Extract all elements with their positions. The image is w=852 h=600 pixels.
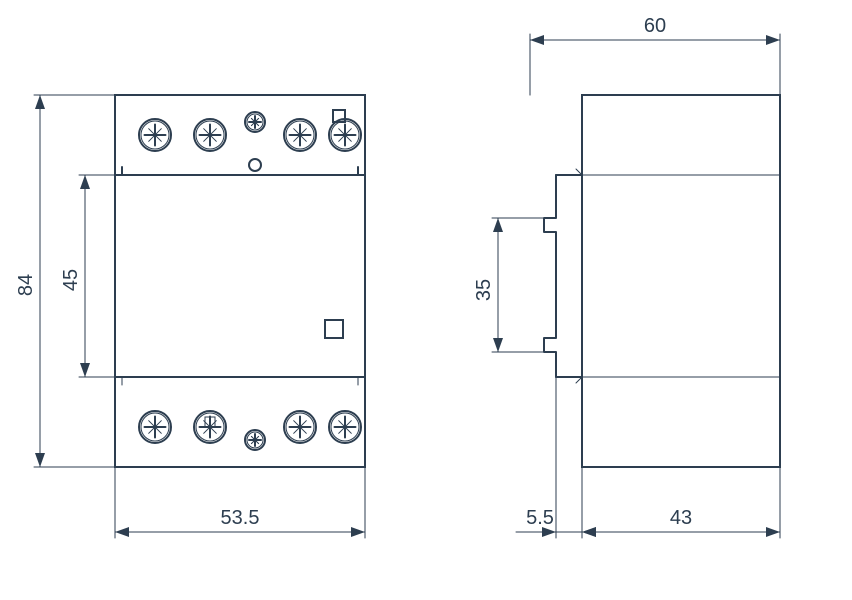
dimension-53-5 (115, 512, 365, 552)
dimension-84 (20, 95, 60, 467)
dimension-35 (478, 218, 518, 352)
dimension-43 (582, 512, 780, 552)
dimension-60 (530, 20, 780, 60)
front-view (115, 95, 365, 467)
dimension-45 (65, 175, 105, 377)
side-view (530, 95, 780, 467)
